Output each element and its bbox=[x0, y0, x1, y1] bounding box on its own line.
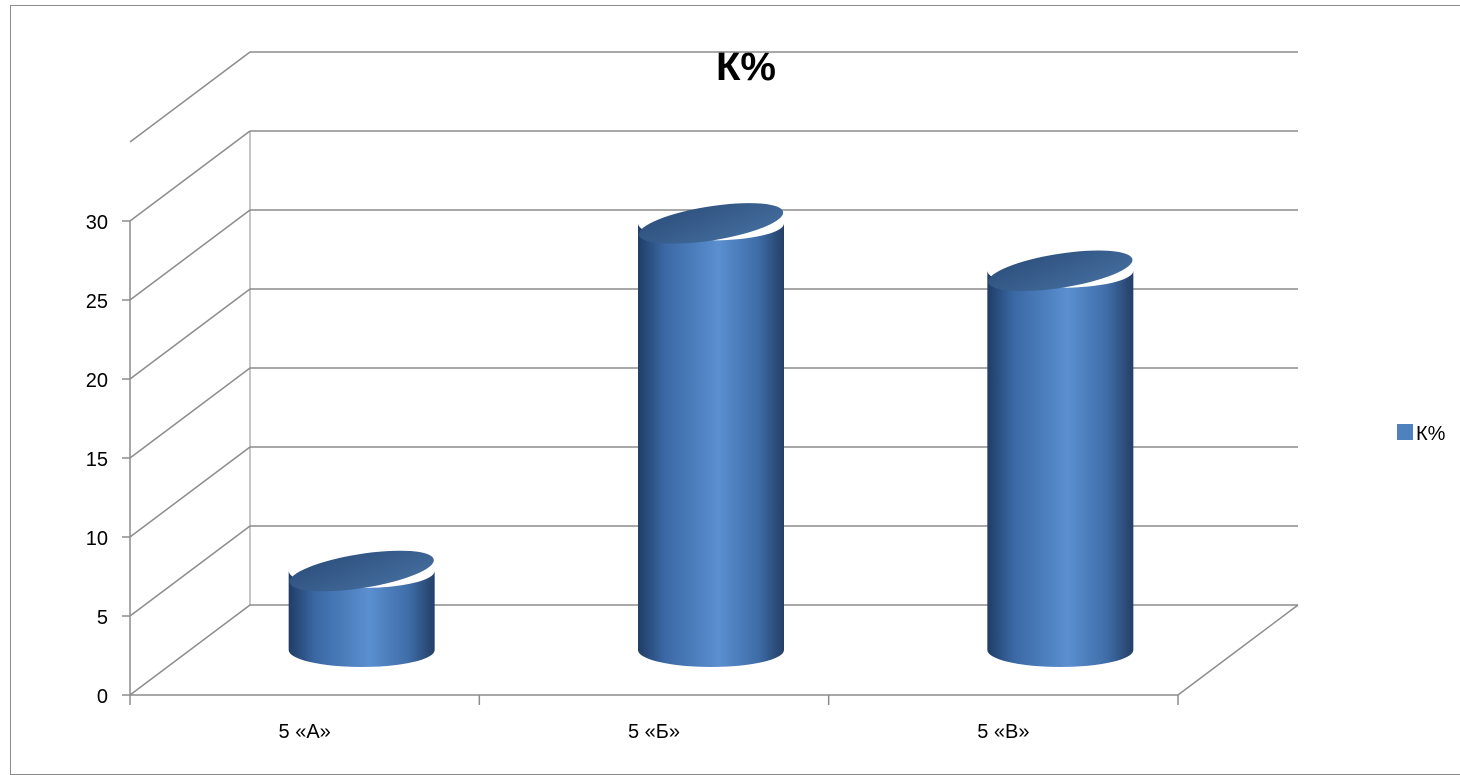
y-tick-label: 0 bbox=[97, 686, 108, 708]
gridline-diagonal bbox=[129, 51, 251, 143]
x-tick-label: 5 «Б» bbox=[628, 721, 680, 743]
gridline-diagonal bbox=[129, 446, 251, 538]
y-tick-label: 15 bbox=[86, 449, 108, 471]
bar-cylinder-top bbox=[988, 250, 1133, 292]
y-tick-label: 5 bbox=[97, 607, 108, 629]
bar-cylinder-body bbox=[987, 270, 1134, 668]
bar bbox=[987, 250, 1134, 668]
y-tick-label: 25 bbox=[86, 291, 108, 313]
bar-cylinder-body bbox=[638, 223, 784, 667]
x-tick-label: 5 «В» bbox=[977, 721, 1029, 743]
gridline-diagonal bbox=[129, 367, 251, 459]
y-tick-label: 10 bbox=[86, 528, 108, 550]
gridline-diagonal bbox=[129, 604, 251, 696]
bar-cylinder-top bbox=[638, 203, 784, 244]
legend-swatch bbox=[1397, 424, 1413, 440]
gridline-diagonal bbox=[129, 288, 251, 380]
bar bbox=[288, 550, 435, 667]
bar-cylinder-top bbox=[289, 550, 434, 592]
legend: К% bbox=[1397, 423, 1446, 445]
gridline-diagonal bbox=[129, 130, 251, 222]
y-tick-label: 30 bbox=[86, 212, 108, 234]
x-tick-label: 5 «А» bbox=[279, 721, 331, 743]
legend-label: К% bbox=[1416, 423, 1446, 445]
bar bbox=[638, 203, 784, 667]
bar-cylinder-body bbox=[288, 571, 435, 667]
gridline-diagonal bbox=[129, 525, 251, 617]
y-tick-label: 20 bbox=[86, 370, 108, 392]
gridline-diagonal bbox=[129, 209, 251, 301]
